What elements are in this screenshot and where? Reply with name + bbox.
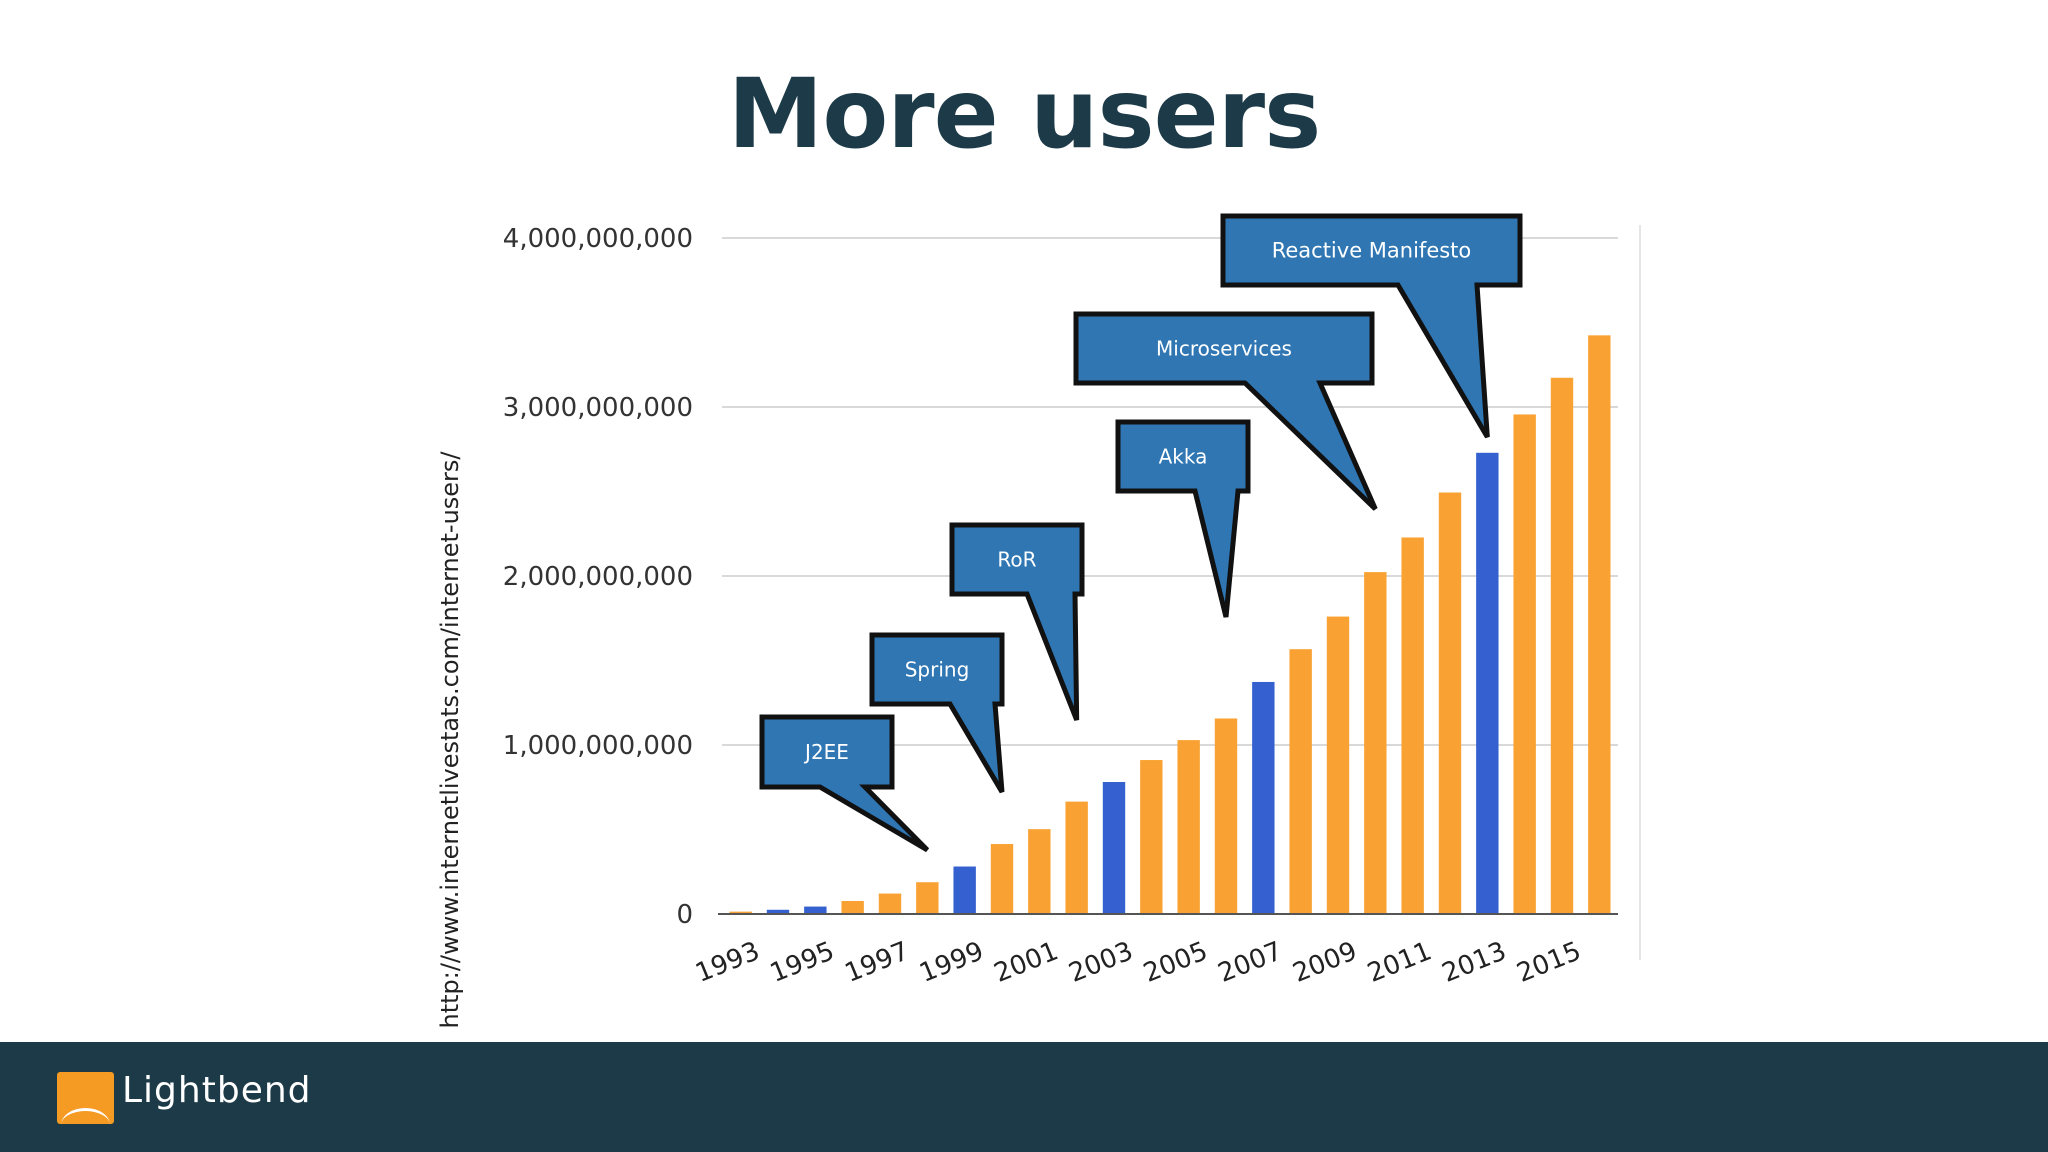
callout-bubble: [1220, 213, 1523, 439]
callout-label: RoR: [997, 548, 1036, 572]
bar-2001: [1028, 829, 1051, 914]
bar-2002: [1065, 801, 1088, 914]
callout-j2ee: J2EE: [759, 714, 930, 853]
y-tick-label: 1,000,000,000: [503, 731, 693, 761]
bar-2010: [1364, 572, 1387, 914]
bar-2016: [1588, 335, 1611, 914]
bar-2004: [1140, 760, 1163, 914]
callout-label: Reactive Manifesto: [1272, 239, 1472, 263]
callout-bubble: [1115, 419, 1251, 618]
x-tick-label: 2003: [1065, 936, 1138, 989]
callout-bubble: [869, 632, 1005, 794]
x-tick-label: 2011: [1363, 936, 1436, 989]
bar-1993: [729, 911, 752, 914]
y-tick-label: 0: [676, 900, 693, 930]
x-tick-label: 2001: [990, 936, 1063, 989]
bar-2003: [1102, 782, 1126, 914]
callout-label: Spring: [905, 658, 970, 682]
callout-reactive-manifesto: Reactive Manifesto: [1220, 213, 1523, 439]
x-tick-label: 1995: [766, 936, 839, 989]
bar-2013: [1476, 452, 1499, 914]
callout-microservices: Microservices: [1073, 311, 1378, 511]
bar-2008: [1289, 649, 1312, 914]
callout-ror: RoR: [949, 522, 1085, 721]
callout-bubble: [759, 714, 930, 853]
callouts: J2EE Spring RoR Akka Microservices Reactive M…: [759, 213, 1523, 853]
bars: [729, 335, 1611, 914]
bar-1995: [804, 906, 827, 914]
bar-1997: [878, 893, 902, 914]
x-axis-ticks: 1993 1995 1997 1999 2001 2003 2005 2007 2009 2011…: [691, 936, 1585, 989]
y-axis-ticks: 0 1,000,000,000 2,000,000,000 3,000,000,000…: [503, 224, 693, 930]
bar-2012: [1438, 492, 1462, 914]
y-tick-label: 4,000,000,000: [503, 224, 693, 254]
x-tick-label: 2013: [1438, 936, 1511, 989]
lightbend-logo-icon: [57, 1072, 114, 1124]
x-tick-label: 1999: [915, 936, 988, 989]
bar-2005: [1177, 740, 1200, 914]
logo-text: Lightbend: [122, 1070, 312, 1111]
bar-2009: [1326, 616, 1350, 914]
bar-1999: [953, 866, 976, 914]
slide-title: More users: [727, 58, 1321, 170]
callout-akka: Akka: [1115, 419, 1251, 618]
x-tick-label: 2007: [1214, 936, 1287, 989]
y-tick-label: 2,000,000,000: [503, 562, 693, 592]
y-tick-label: 3,000,000,000: [503, 393, 693, 423]
callout-label: Akka: [1159, 445, 1208, 469]
x-tick-label: 2015: [1513, 936, 1586, 989]
bar-2011: [1401, 537, 1424, 914]
callout-label: J2EE: [803, 740, 849, 764]
x-tick-label: 2005: [1139, 936, 1212, 989]
bar-1994: [766, 909, 790, 914]
x-tick-label: 2009: [1289, 936, 1362, 989]
source-url: http://www.internetlivestats.com/interne…: [436, 451, 464, 1029]
footer-bar: Lightbend: [0, 1042, 2048, 1152]
bar-2014: [1513, 414, 1536, 914]
callout-label: Microservices: [1156, 337, 1292, 361]
callout-bubble: [949, 522, 1085, 721]
callout-spring: Spring: [869, 632, 1005, 794]
bar-1996: [841, 900, 864, 914]
bar-1998: [916, 882, 939, 914]
callout-bubble: [1073, 311, 1378, 511]
bar-2006: [1214, 718, 1238, 914]
x-tick-label: 1993: [691, 936, 764, 989]
internet-users-chart: 0 1,000,000,000 2,000,000,000 3,000,000,000…: [503, 213, 1641, 989]
bar-2015: [1550, 377, 1574, 914]
x-tick-label: 1997: [841, 936, 914, 989]
bar-2007: [1252, 681, 1275, 914]
bar-2000: [990, 844, 1014, 914]
